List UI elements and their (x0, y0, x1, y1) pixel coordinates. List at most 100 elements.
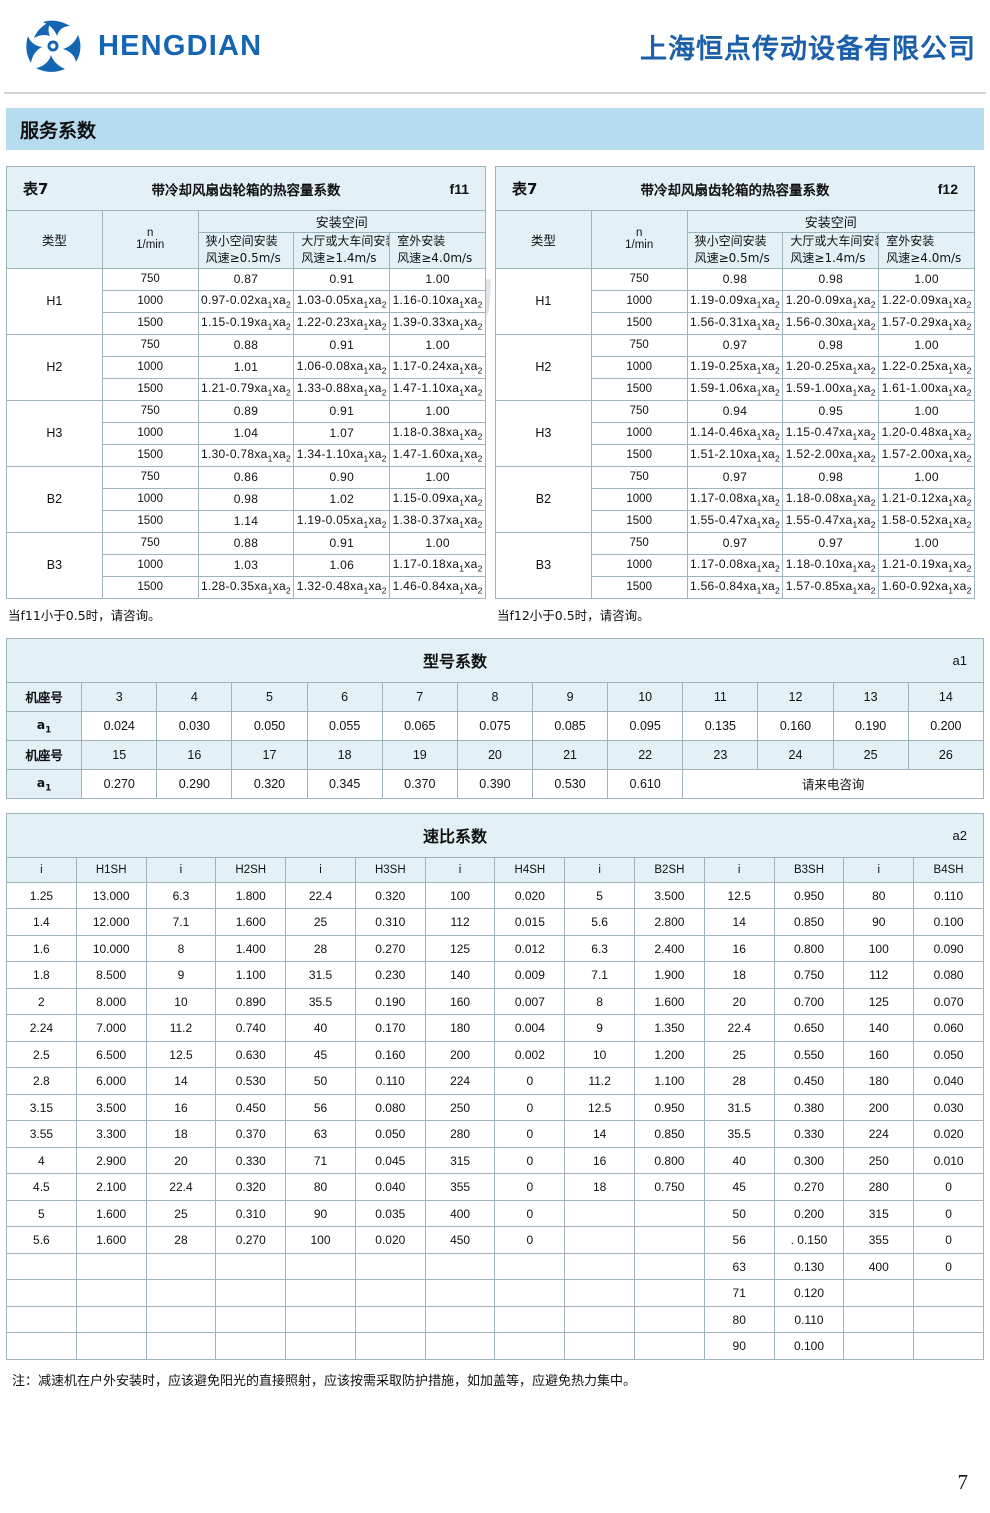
a2-cell-5: 0.160 (354, 1040, 426, 1069)
a2-cell-4: 80 (285, 1173, 356, 1201)
table-row: B3 750 0.88 0.91 1.00 (6, 531, 486, 599)
a1-value-cell: 0.290 (156, 768, 233, 799)
a2-cell-10: 16 (703, 934, 775, 963)
cell-speed: 750 (101, 465, 199, 489)
a2-cell-10: 80 (703, 1305, 775, 1334)
a2-cell-1: 13.000 (75, 881, 147, 910)
a2-cell-0: 3.55 (6, 1120, 77, 1148)
header-speed: n 1/min (101, 210, 199, 269)
cell-value-2: 1.15-0.47xa1xa2 (782, 421, 880, 445)
cell-value-3: 1.00 (389, 531, 486, 555)
a1-value-cell: 0.135 (682, 710, 759, 741)
cell-value-1: 0.88 (197, 531, 295, 555)
a2-cell-9: 3.500 (634, 881, 705, 910)
cell-speed: 750 (101, 531, 199, 555)
a2-cell-5: 0.035 (354, 1199, 426, 1228)
cell-value-3: 1.58-0.52xa1xa2 (878, 509, 975, 533)
a2-cell-5: 0.270 (354, 934, 426, 963)
cell-type: H1 (495, 267, 592, 335)
a2-cell-8: 7.1 (564, 961, 636, 989)
a2-cell-8 (564, 1252, 636, 1281)
footnote-f11: 当f11小于0.5时，请咨询。 (8, 607, 161, 623)
a2-cell-4: 100 (285, 1226, 356, 1254)
a2-cell-2: 22.4 (145, 1173, 217, 1201)
cell-value-1: 1.01 (197, 355, 295, 379)
a1-frame-label: 机座号 (5, 739, 83, 770)
a2-cell-11: 0.450 (773, 1067, 845, 1095)
a1-frame-cell: 26 (907, 739, 985, 770)
a2-cell-1 (75, 1332, 147, 1360)
table-row: 90 0.100 (6, 1332, 984, 1360)
a2-cell-1: 2.100 (75, 1173, 147, 1201)
a1-value-cell: 0.200 (907, 710, 985, 741)
a2-cell-7: 0 (494, 1067, 566, 1095)
a2-cell-0: 4.5 (6, 1173, 77, 1201)
cell-value-3: 1.00 (878, 333, 975, 357)
cell-value-2: 1.34-1.10xa1xa2 (293, 443, 391, 467)
section-title-bar: 服务系数 (6, 108, 984, 150)
a2-cell-7: 0.012 (494, 934, 566, 963)
table-caption: 带冷却风扇齿轮箱的热容量系数 (640, 182, 830, 199)
cell-speed: 750 (590, 333, 688, 357)
a2-cell-6: 140 (424, 961, 496, 989)
a2-cell-1: 6.000 (75, 1067, 147, 1095)
cell-value-3: 1.61-1.00xa1xa2 (878, 377, 975, 401)
a2-cell-9 (634, 1305, 705, 1334)
a2-cell-11: 0.750 (773, 961, 845, 989)
cell-speed: 1500 (590, 509, 688, 533)
cell-value-1: 0.97 (686, 465, 784, 489)
a2-cell-5 (354, 1332, 426, 1360)
a2-cell-5: 0.310 (354, 908, 426, 936)
cell-type: H1 (6, 267, 103, 335)
a2-cell-7: 0.009 (494, 961, 566, 989)
cell-speed: 1000 (101, 553, 199, 577)
speed-ratio-table: 速比系数 a2 i H1SH i H2SH i H3SH i H4SH i B2SH i B3SH i B4S… (6, 812, 984, 1360)
a1-frame-cell: 5 (231, 681, 308, 712)
a2-cell-3: 0.450 (215, 1093, 287, 1122)
cell-speed: 1500 (101, 311, 199, 335)
a2-cell-4: 22.4 (285, 881, 356, 910)
a2-cell-13: 0 (913, 1252, 984, 1281)
a2-cell-6 (424, 1305, 496, 1334)
a2-cell-7: 0 (494, 1120, 566, 1148)
a2-cell-11: 0.330 (773, 1120, 845, 1148)
a2-header-h1sh-1: H1SH (75, 856, 147, 883)
a2-cell-12: 112 (843, 961, 915, 989)
cell-value-1: 0.97 (686, 531, 784, 555)
a2-cell-10: 71 (703, 1279, 775, 1307)
table-row: 2.8 6.000 14 0.530 50 0.110 224 0 11.2 1.100 28 0.4… (6, 1067, 984, 1095)
a1-value-cell: 0.030 (156, 710, 233, 741)
thermal-table-f11-container: 表7 带冷却风扇齿轮箱的热容量系数 f11 类型 n 1/min 安装空间 狭小空间安装 风速≥… (6, 166, 487, 599)
brand-wordmark: HENGDIAN (98, 29, 263, 62)
cell-value-3: 1.57-0.29xa1xa2 (878, 311, 975, 335)
a2-cell-4: 35.5 (285, 987, 356, 1016)
a1-value-label: a1 (5, 768, 83, 799)
cell-value-2: 1.03-0.05xa1xa2 (293, 289, 391, 313)
a2-cell-3: 0.330 (215, 1146, 287, 1175)
a2-header-i-6: i (424, 856, 496, 883)
a1-frame-cell: 17 (231, 739, 308, 770)
a2-cell-11: 0.200 (773, 1199, 845, 1228)
a2-cell-8: 9 (564, 1014, 636, 1042)
table-row: H2 750 0.88 0.91 1.00 (6, 333, 486, 401)
a2-cell-0: 5.6 (6, 1226, 77, 1254)
a2-cell-8: 8 (564, 987, 636, 1016)
a2-cell-13: 0 (913, 1199, 984, 1228)
cell-value-2: 1.59-1.00xa1xa2 (782, 377, 880, 401)
cell-value-2: 0.98 (782, 465, 880, 489)
table-row: H1 750 0.87 0.91 1.00 (6, 267, 486, 335)
company-name: 上海恒点传动设备有限公司 (640, 33, 976, 65)
a1-frame-cell: 4 (156, 681, 233, 712)
thermal-table-title: 表7 带冷却风扇齿轮箱的热容量系数 f12 (495, 166, 975, 211)
header-type: 类型 (6, 210, 103, 269)
table-row: 1500 1.30-0.78xa1xa2 1.34-1.10xa1xa2 1.47-1… (7, 443, 486, 467)
a2-cell-9: 2.400 (634, 934, 705, 963)
a2-cell-13: 0.020 (913, 1120, 984, 1148)
cell-value-2: 1.20-0.09xa1xa2 (782, 289, 880, 313)
table-tag: 表7 (512, 180, 538, 198)
a2-cell-10: 14 (703, 908, 775, 936)
cell-speed: 1000 (101, 487, 199, 511)
brand: HENGDIAN (22, 18, 262, 74)
a2-cell-5: 0.020 (354, 1226, 426, 1254)
a1-frame-cell: 11 (682, 681, 759, 712)
